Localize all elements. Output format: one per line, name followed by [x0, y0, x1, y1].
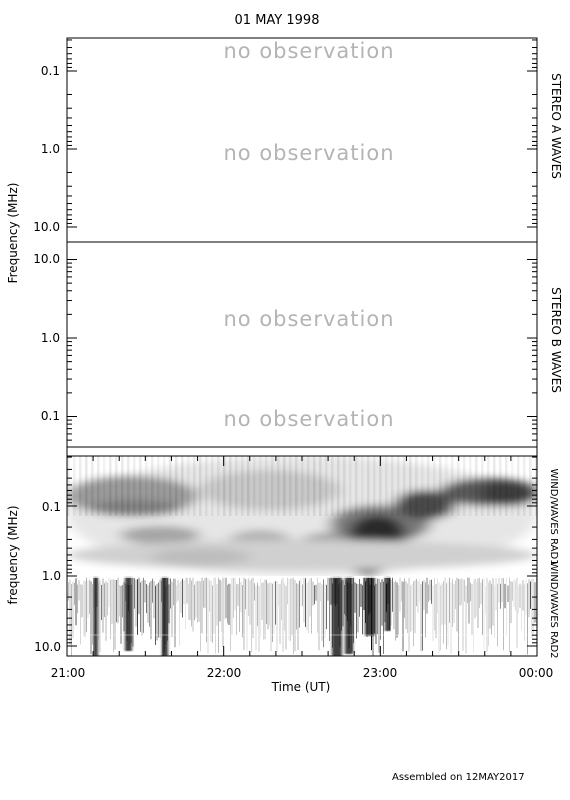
wind-ytick-0.1: 0.1: [42, 500, 61, 514]
xtick-23-00: 23:00: [363, 666, 398, 680]
no-observation-label: no observation: [223, 141, 394, 165]
wind-rad2-label: WIND/WAVES RAD2: [548, 561, 559, 658]
xtick-22-00: 22:00: [207, 666, 242, 680]
panel-stereo-a: 0.1 1.0 10.0 no observation no observati…: [33, 37, 563, 243]
stereo-a-frame: [66, 37, 538, 243]
wind-y-axis-label: frequency (MHz): [6, 505, 20, 604]
stereo-b-ytick-1.0: 1.0: [41, 331, 60, 345]
no-observation-label: no observation: [223, 407, 394, 431]
stereo-b-ytick-10.0: 10.0: [33, 252, 60, 266]
panel-stereo-b: 10.0 1.0 0.1 no observation no observati…: [33, 241, 563, 448]
wind-rad1-spectrogram: [67, 456, 537, 576]
wind-top-strip: [66, 446, 538, 457]
wind-ytick-10.0: 10.0: [34, 640, 61, 654]
xtick-00-00: 00:00: [519, 666, 554, 680]
stereo-a-ytick-10.0: 10.0: [33, 220, 60, 234]
assembled-footer: Assembled on 12MAY2017: [392, 772, 525, 783]
figure-title: 01 MAY 1998: [235, 13, 320, 28]
stereo-b-ytick-0.1: 0.1: [41, 409, 60, 423]
stereo-y-axis-label: Frequency (MHz): [6, 183, 20, 284]
wind-ytick-1.0: 1.0: [42, 569, 61, 583]
stereo-a-ytick-1.0: 1.0: [41, 142, 60, 156]
stereo-a-ytick-0.1: 0.1: [41, 64, 60, 78]
wind-rad1-label: WIND/WAVES RAD1: [548, 468, 559, 565]
stereo-a-panel-label: STEREO A WAVES: [549, 73, 563, 179]
wind-rad2-spectrogram: [67, 576, 537, 656]
stereo-b-frame: [66, 241, 538, 448]
stereo-b-panel-label: STEREO B WAVES: [549, 287, 563, 393]
x-axis-label: Time (UT): [271, 680, 331, 694]
xtick-21-00: 21:00: [51, 666, 86, 680]
no-observation-label: no observation: [223, 307, 394, 331]
panel-wind: 0.1 1.0 10.0 frequency (MHz) WIND/WAVES …: [6, 446, 559, 694]
no-observation-label: no observation: [223, 39, 394, 63]
